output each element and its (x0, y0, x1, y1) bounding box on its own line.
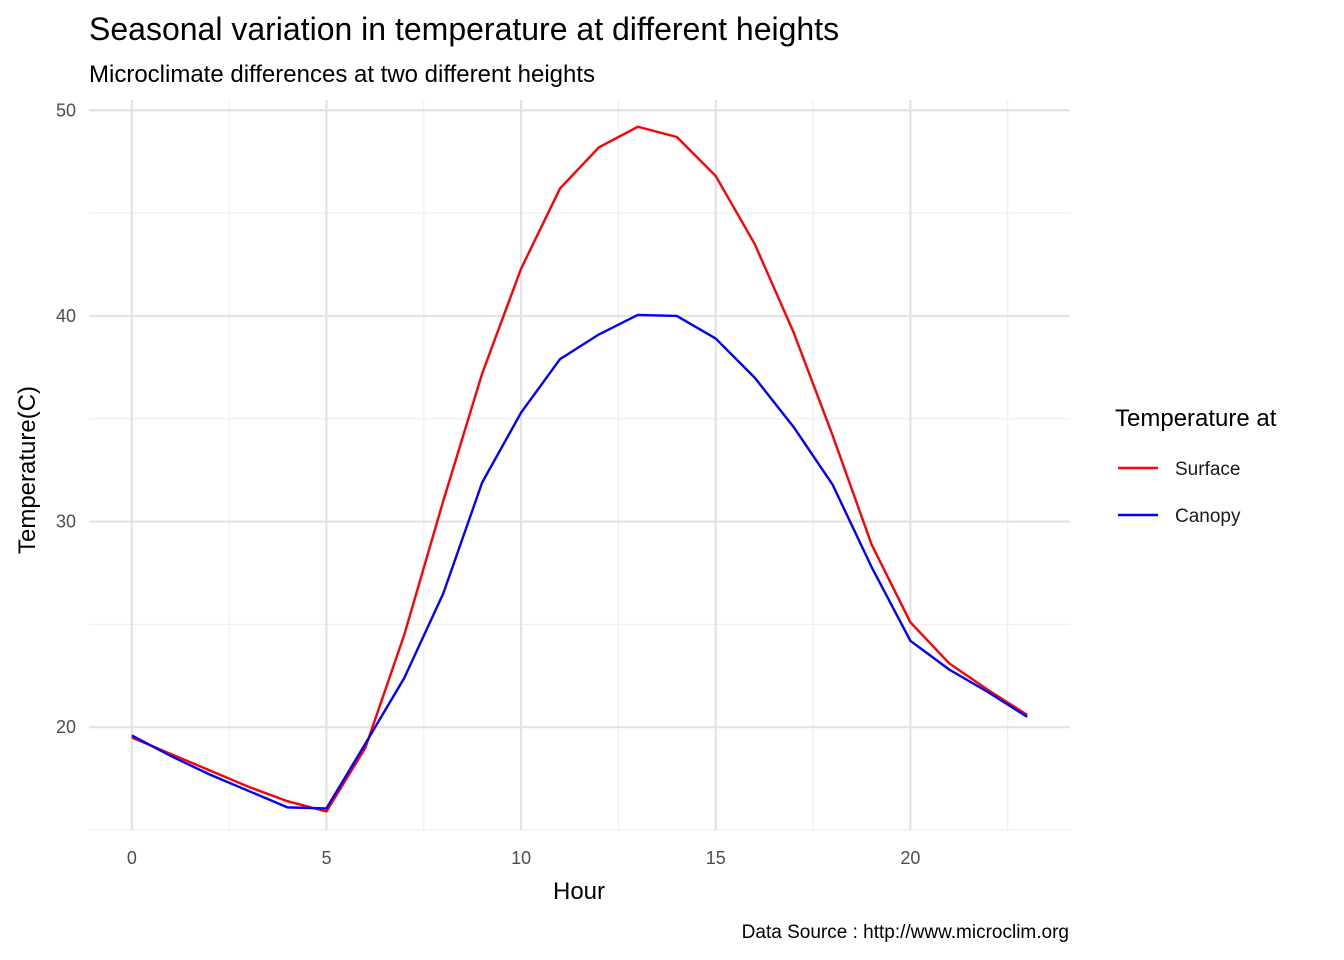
y-tick-label: 30 (56, 512, 76, 532)
x-tick-label: 0 (127, 848, 137, 868)
x-tick-label: 20 (900, 848, 920, 868)
y-tick-label: 50 (56, 100, 76, 120)
caption: Data Source : http://www.microclim.org (742, 922, 1069, 943)
grid (89, 100, 1070, 831)
chart-subtitle: Microclimate differences at two differen… (89, 61, 595, 88)
y-axis-ticks: 20 30 40 50 (56, 100, 76, 737)
series-line-canopy (131, 313, 1028, 810)
x-axis-ticks: 0 5 10 15 20 (127, 848, 921, 868)
legend-label-canopy: Canopy (1175, 506, 1241, 527)
y-tick-label: 20 (56, 717, 76, 737)
chart-title: Seasonal variation in temperature at dif… (89, 11, 839, 47)
x-tick-label: 10 (511, 848, 531, 868)
x-tick-label: 5 (321, 848, 331, 868)
x-tick-label: 15 (706, 848, 726, 868)
y-axis-title: Temperature(C) (14, 386, 41, 554)
legend: Temperature at Surface Canopy (1115, 405, 1277, 527)
y-tick-label: 40 (56, 306, 76, 326)
plot-panel (89, 100, 1070, 831)
legend-title: Temperature at (1115, 405, 1277, 432)
x-axis-title: Hour (553, 878, 605, 905)
series-line-surface (131, 125, 1028, 813)
series-lines (131, 125, 1028, 813)
legend-label-surface: Surface (1175, 459, 1240, 480)
